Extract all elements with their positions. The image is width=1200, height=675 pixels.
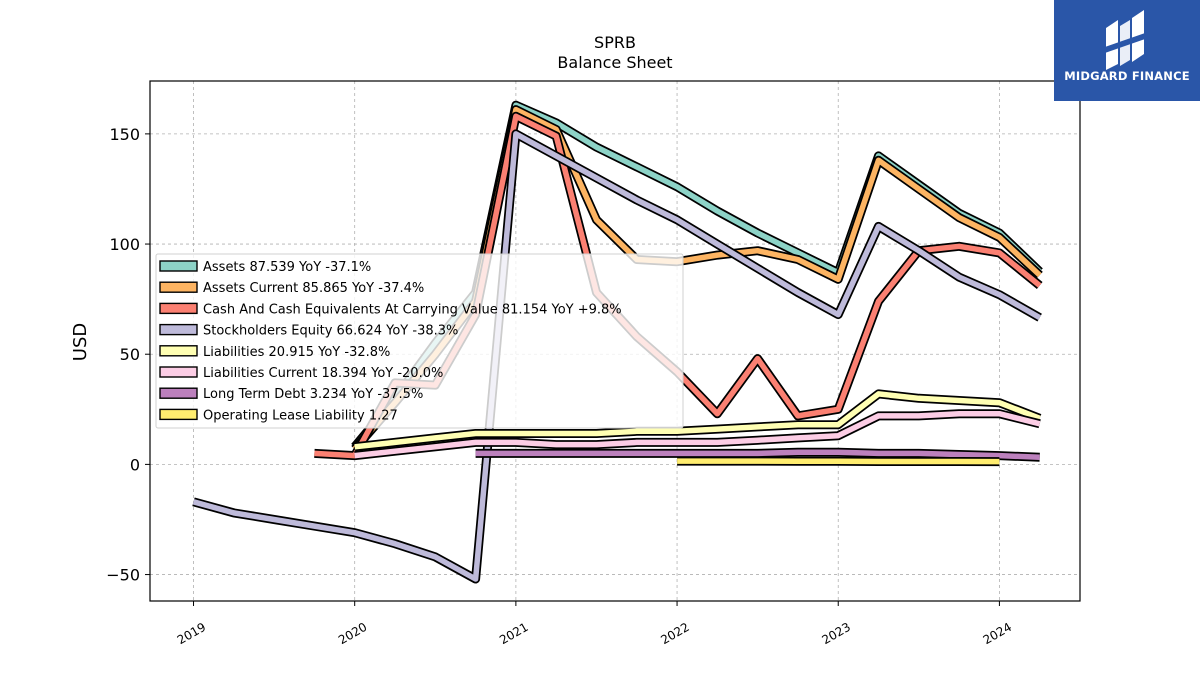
y-tick-label: −50 xyxy=(106,566,140,585)
legend-label: Liabilities 20.915 YoY -32.8% xyxy=(203,345,390,360)
x-tick-label: 2020 xyxy=(336,620,369,647)
series-line-7 xyxy=(475,449,1040,461)
series-line-4 xyxy=(192,131,1042,582)
brand-name: MIDGARD FINANCE xyxy=(1064,69,1190,83)
legend-label: Liabilities Current 18.394 YoY -20.0% xyxy=(203,366,443,381)
series-line-6 xyxy=(354,410,1041,459)
brand-logo: MIDGARD FINANCE xyxy=(1054,0,1200,101)
midgard-logo-icon xyxy=(1102,10,1148,70)
legend-swatch xyxy=(159,323,198,336)
x-tick-label: 2022 xyxy=(658,620,691,647)
chart-title: SPRB xyxy=(594,33,636,52)
y-tick-label: 150 xyxy=(109,125,140,144)
plot-frame xyxy=(149,80,1081,602)
legend-swatch xyxy=(159,260,198,272)
chart-subtitle: Balance Sheet xyxy=(557,53,672,72)
legend-label: Assets 87.539 YoY -37.1% xyxy=(203,260,371,275)
legend-box xyxy=(155,253,684,429)
legend: Assets 87.539 YoY -37.1% Assets Current 8… xyxy=(155,253,684,429)
legend-swatch xyxy=(159,345,198,357)
legend-swatch xyxy=(159,387,198,399)
x-tick-label: 2023 xyxy=(820,620,853,647)
x-tick-label: 2024 xyxy=(981,620,1014,647)
legend-label: Stockholders Equity 66.624 YoY -38.3% xyxy=(203,324,458,339)
x-tick-label: 2021 xyxy=(497,620,530,647)
y-tick-label: 100 xyxy=(109,235,140,254)
legend-label: Long Term Debt 3.234 YoY -37.5% xyxy=(203,387,423,402)
legend-label: Operating Lease Liability 1.27 xyxy=(203,408,398,423)
legend-swatch xyxy=(159,408,198,421)
legend-label: Assets Current 85.865 YoY -37.4% xyxy=(203,281,424,296)
legend-swatch xyxy=(159,302,198,315)
y-tick-label: 50 xyxy=(120,345,140,364)
y-axis-label: USD xyxy=(70,323,91,361)
x-tick-label: 2019 xyxy=(175,620,208,647)
legend-swatch xyxy=(159,366,198,378)
series-line-8 xyxy=(677,458,1000,465)
legend-label: Cash And Cash Equivalents At Carrying Va… xyxy=(203,302,622,317)
y-tick-label: 0 xyxy=(130,455,140,474)
legend-swatch xyxy=(159,281,198,293)
series-line-5 xyxy=(354,391,1041,450)
